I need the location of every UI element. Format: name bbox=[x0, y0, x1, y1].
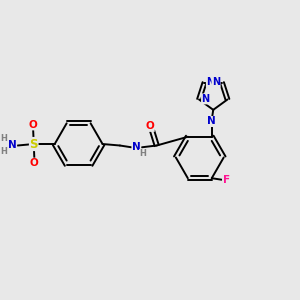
Text: H: H bbox=[140, 149, 146, 158]
Text: N: N bbox=[8, 140, 16, 150]
Text: N: N bbox=[132, 142, 141, 152]
Text: O: O bbox=[146, 122, 154, 131]
Text: S: S bbox=[29, 137, 38, 151]
Text: N: N bbox=[207, 116, 216, 127]
Text: O: O bbox=[29, 120, 38, 130]
Text: H: H bbox=[0, 134, 7, 143]
Text: N: N bbox=[212, 77, 220, 87]
Text: N: N bbox=[206, 77, 214, 87]
Text: O: O bbox=[30, 158, 39, 168]
Text: N: N bbox=[202, 94, 210, 104]
Text: H: H bbox=[0, 147, 7, 156]
Text: F: F bbox=[223, 175, 230, 185]
